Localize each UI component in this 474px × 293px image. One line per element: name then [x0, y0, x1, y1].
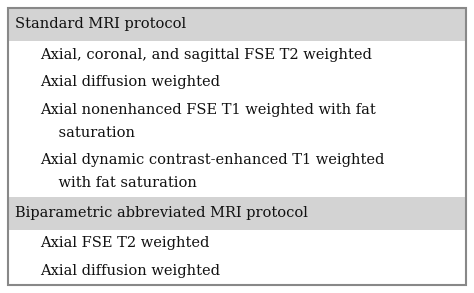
Bar — [8, 230, 466, 257]
Bar — [8, 257, 466, 285]
Text: Standard MRI protocol: Standard MRI protocol — [15, 17, 186, 31]
Text: Biparametric abbreviated MRI protocol: Biparametric abbreviated MRI protocol — [15, 206, 308, 220]
Text: Axial FSE T2 weighted: Axial FSE T2 weighted — [40, 236, 210, 251]
Bar — [8, 146, 466, 197]
Bar — [8, 197, 466, 230]
Text: with fat saturation: with fat saturation — [40, 176, 197, 190]
Text: Axial diffusion weighted: Axial diffusion weighted — [40, 264, 220, 278]
Bar — [8, 41, 466, 69]
Text: Axial diffusion weighted: Axial diffusion weighted — [40, 75, 220, 89]
Text: Axial dynamic contrast-enhanced T1 weighted: Axial dynamic contrast-enhanced T1 weigh… — [40, 153, 384, 167]
Text: saturation: saturation — [40, 126, 135, 140]
Bar — [8, 8, 466, 41]
Text: Axial, coronal, and sagittal FSE T2 weighted: Axial, coronal, and sagittal FSE T2 weig… — [40, 47, 372, 62]
Text: Axial nonenhanced FSE T1 weighted with fat: Axial nonenhanced FSE T1 weighted with f… — [40, 103, 376, 117]
Bar — [8, 96, 466, 146]
Bar — [8, 69, 466, 96]
